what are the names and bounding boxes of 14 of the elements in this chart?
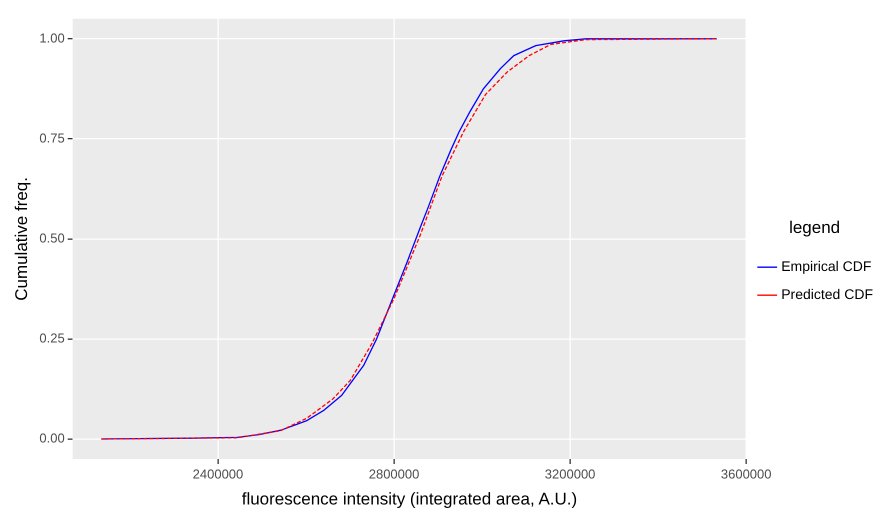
y-tick-label: 0.25: [39, 330, 65, 346]
y-axis-title: Cumulative freq.: [12, 177, 31, 301]
x-tick-label: 2800000: [368, 466, 420, 482]
legend-label: Predicted CDF: [781, 286, 874, 302]
x-tick-label: 2400000: [192, 466, 244, 482]
x-tick-label: 3200000: [544, 466, 596, 482]
y-tick-label: 0.75: [39, 130, 65, 146]
x-axis-title: fluorescence intensity (integrated area, A.U.): [242, 489, 578, 508]
legend-title: legend: [789, 218, 840, 237]
y-tick-label: 0.00: [39, 430, 65, 446]
legend-label: Empirical CDF: [781, 258, 872, 274]
y-tick-label: 1.00: [39, 30, 65, 46]
y-tick-label: 0.50: [39, 230, 65, 246]
x-tick-label: 3600000: [720, 466, 772, 482]
